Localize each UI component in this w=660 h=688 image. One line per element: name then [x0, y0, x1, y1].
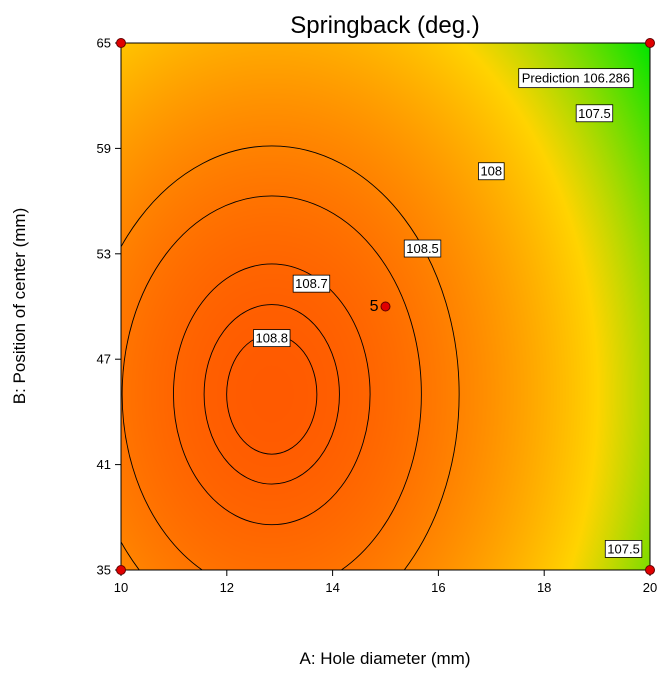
y-tick-label: 65: [97, 36, 111, 51]
contour-line: [203, 304, 340, 485]
contour-label-text: 107.5: [607, 541, 640, 556]
chart-title: Springback (deg.): [290, 12, 479, 39]
contour-label-text: 107.5: [578, 106, 611, 121]
contour-label-text: 108.8: [255, 331, 288, 346]
y-tick-label: 35: [97, 563, 111, 578]
contour-label-box: [575, 104, 614, 123]
contour-label: 107.5: [604, 540, 643, 558]
contour-line: [121, 145, 460, 570]
contour-label-text: 108: [480, 164, 502, 179]
x-tick-label: 18: [537, 580, 551, 595]
design-point: [116, 38, 126, 48]
design-point: [645, 565, 655, 575]
contour-label-text: 108.5: [406, 241, 439, 256]
contour-label-box: [253, 329, 291, 348]
x-tick-label: 16: [431, 580, 445, 595]
x-tick-label: 14: [325, 580, 339, 595]
x-tick-label: 20: [643, 580, 657, 595]
contour-label-box: [292, 274, 331, 293]
contour-label: 108.5: [403, 239, 442, 258]
prediction-text: Prediction 106.286: [522, 71, 630, 86]
plot-frame: [120, 42, 651, 571]
x-tick-label: 12: [220, 580, 234, 595]
contour-line: [121, 195, 422, 570]
design-point: [645, 38, 655, 48]
contour-labels: 108.8 108.7 108.5 108 107.5 107.5: [253, 104, 643, 558]
prediction-flag: Prediction 106.286: [518, 68, 634, 89]
design-point: [380, 301, 391, 312]
contour-label: 108.7: [292, 274, 331, 293]
y-tick-label: 59: [97, 141, 111, 156]
contour-label-box: [604, 540, 643, 558]
y-tick-label: 47: [97, 352, 111, 367]
y-tick-label: 53: [97, 246, 111, 261]
contour-lines: [121, 145, 460, 570]
contour-label: 108.8: [253, 329, 291, 348]
contour-line: [172, 263, 371, 526]
y-axis-title: B: Position of center (mm): [10, 208, 29, 405]
x-tick-label: 10: [114, 580, 128, 595]
design-point-count: 5: [370, 298, 379, 315]
y-axis: 35 41 47 53 59 65: [97, 36, 121, 578]
design-points: 5: [116, 38, 655, 575]
contour-label-text: 108.7: [295, 276, 328, 291]
x-axis: 10 12 14 16 18 20: [114, 570, 657, 595]
contour-label-box: [403, 239, 442, 258]
contour-label: 108: [478, 162, 505, 181]
prediction-box: [518, 68, 634, 89]
design-point: [116, 565, 126, 575]
x-axis-title: A: Hole diameter (mm): [300, 649, 471, 668]
y-tick-label: 41: [97, 457, 111, 472]
contour-label: 107.5: [575, 104, 614, 123]
contour-label-box: [478, 162, 505, 181]
